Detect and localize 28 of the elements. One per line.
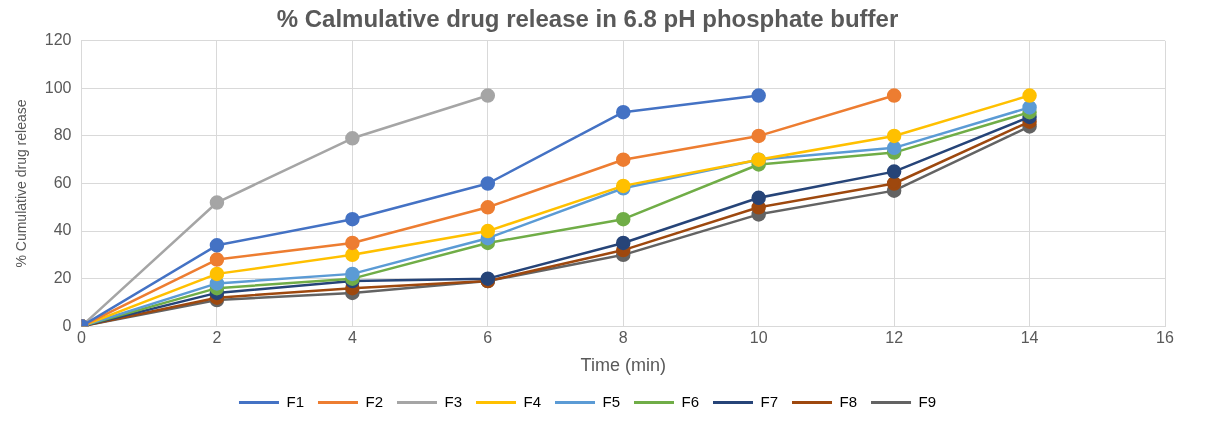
legend-label: F9 [918, 392, 937, 410]
x-tick-label: 8 [618, 329, 628, 347]
y-tick-label: 80 [53, 126, 72, 144]
y-tick-label: 60 [53, 173, 72, 191]
legend-label: F2 [365, 392, 383, 410]
x-tick-label: 14 [1020, 329, 1039, 347]
y-tick-label: 40 [53, 221, 72, 239]
y-axis-title: % Cumulative drug release [13, 99, 30, 268]
x-tick-label: 0 [77, 329, 87, 347]
y-tick-label: 20 [53, 269, 72, 287]
x-tick-label: 12 [885, 329, 904, 347]
legend-label: F3 [444, 392, 462, 410]
chart-title: % Calmulative drug release in 6.8 pH phosphate buffer [276, 5, 899, 33]
y-tick-label: 100 [44, 78, 72, 96]
x-tick-label: 2 [212, 329, 222, 347]
x-tick-label: 6 [483, 329, 493, 347]
x-axis-title: Time (min) [580, 355, 666, 376]
x-tick-label: 10 [749, 329, 768, 347]
legend-label: F5 [602, 392, 621, 410]
legend-label: F1 [286, 392, 304, 410]
legend-label: F8 [839, 392, 858, 410]
legend-label: F6 [681, 392, 700, 410]
x-tick-label: 4 [347, 329, 357, 347]
legend-label: F7 [760, 392, 779, 410]
x-tick-label: 16 [1156, 329, 1174, 347]
y-tick-label: 0 [62, 316, 72, 334]
legend-label: F4 [523, 392, 542, 410]
y-tick-label: 120 [44, 31, 72, 49]
